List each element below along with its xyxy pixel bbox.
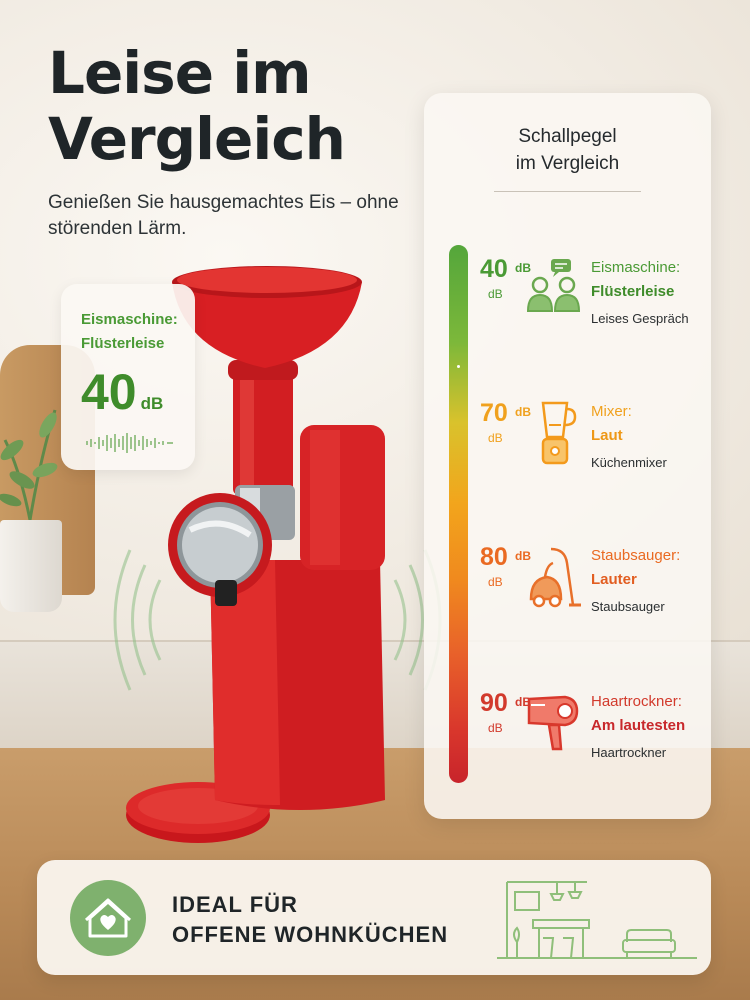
level-rating: Lauter <box>591 571 637 588</box>
plant-leaves <box>0 409 58 521</box>
panel-title-line2: im Vergleich <box>515 153 620 174</box>
badge-device-label: Eismaschine: <box>81 311 178 328</box>
meter-indicator-dot <box>457 365 460 368</box>
plant-pot <box>0 520 62 612</box>
comparison-panel: Schallpegel im Vergleich 40 dB dB Eismas… <box>424 93 711 819</box>
banner-line2: OFFENE WOHNKÜCHEN <box>172 922 449 947</box>
ice-cream-machine-image <box>113 266 442 843</box>
open-kitchen-illustration <box>497 881 697 959</box>
conversation-icon <box>526 259 581 312</box>
level-db-unit-sub: dB <box>488 721 503 735</box>
page-subtitle: Genießen Sie hausgemachtes Eis – ohne st… <box>48 192 399 239</box>
level-db-value: 80 <box>480 543 508 571</box>
loudness-badge: Eismaschine: Flüsterleise 40 dB <box>61 284 195 470</box>
home-heart-icon <box>84 898 132 938</box>
level-row-mixer: 70 dB dB Mixer: Laut Küchenmixer <box>480 399 705 489</box>
level-description: Leises Gespräch <box>591 311 689 326</box>
level-rating: Am lautesten <box>591 717 686 734</box>
badge-value-row: 40 dB <box>81 366 195 418</box>
level-device: Eismaschine: <box>591 259 681 276</box>
level-row-haartrockner: 90 dB dB Haartrockner: Am lautesten Haar… <box>480 689 705 779</box>
banner-text: IDEAL FÜR OFFENE WOHNKÜCHEN <box>172 890 448 950</box>
panel-title: Schallpegel im Vergleich <box>424 123 711 177</box>
level-db-unit-sup: dB <box>515 695 531 709</box>
level-db-unit-sub: dB <box>488 575 503 589</box>
badge-rating-label: Flüsterleise <box>81 335 165 352</box>
level-db-unit-sup: dB <box>515 549 531 563</box>
level-db-unit-sub: dB <box>488 431 503 445</box>
page-title: Leise im Vergleich <box>48 39 346 173</box>
level-rating: Flüsterleise <box>591 283 675 300</box>
level-description: Küchenmixer <box>591 455 667 470</box>
sound-wave-icon <box>86 433 173 453</box>
level-device: Mixer: <box>591 403 632 420</box>
level-db-value: 90 <box>480 689 508 717</box>
level-row-staubsauger: 80 dB dB Staubsauger: Lauter Staubsauger <box>480 543 705 633</box>
level-device: Staubsauger: <box>591 547 681 564</box>
blender-icon <box>541 401 577 465</box>
level-description: Staubsauger <box>591 599 665 614</box>
badge-db-value: 40 <box>81 364 137 420</box>
level-db-unit-sup: dB <box>515 405 531 419</box>
level-db-value: 70 <box>480 399 508 427</box>
level-db-unit-sub: dB <box>488 287 503 301</box>
level-rating: Laut <box>591 427 623 444</box>
panel-title-line1: Schallpegel <box>518 126 617 147</box>
level-row-eismaschine: 40 dB dB Eismaschine: Flüsterleise Leise… <box>480 255 705 345</box>
hairdryer-icon <box>527 695 579 751</box>
level-db-value: 40 <box>480 255 508 283</box>
level-device: Haartrockner: <box>591 693 682 710</box>
level-description: Haartrockner <box>591 745 667 760</box>
home-heart-icon-circle <box>70 880 146 956</box>
decibel-meter-bar <box>449 245 468 783</box>
panel-divider <box>494 191 641 192</box>
level-db-unit-sup: dB <box>515 261 531 275</box>
open-kitchen-banner: IDEAL FÜR OFFENE WOHNKÜCHEN <box>37 860 711 975</box>
banner-line1: IDEAL FÜR <box>172 892 298 917</box>
vacuum-icon <box>529 547 581 608</box>
badge-db-unit: dB <box>140 394 164 413</box>
